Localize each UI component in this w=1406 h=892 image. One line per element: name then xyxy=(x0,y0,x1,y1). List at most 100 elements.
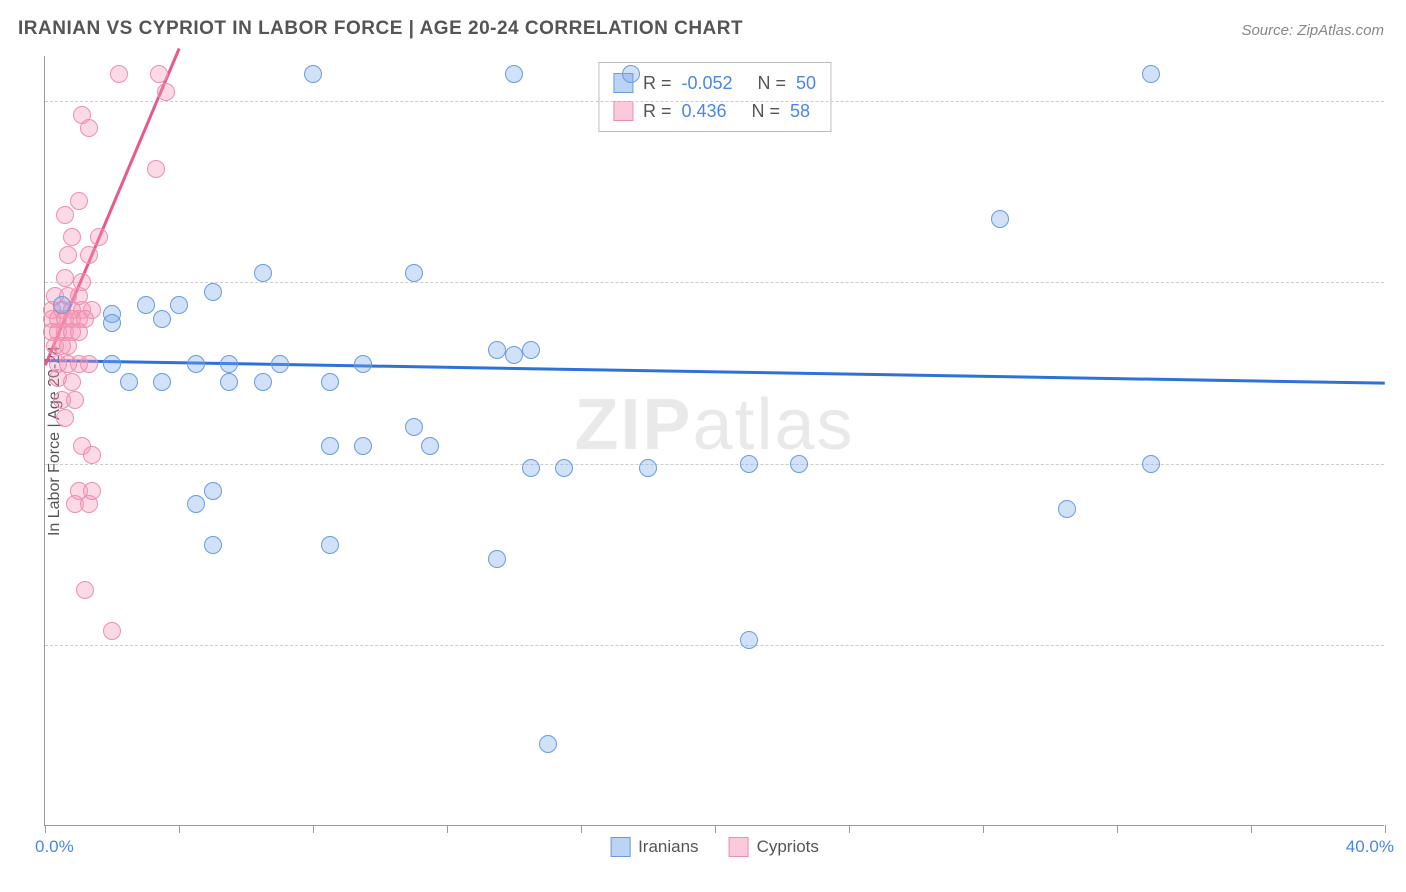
swatch-blue-icon xyxy=(610,837,630,857)
scatter-point-cypriot xyxy=(66,391,84,409)
gridline xyxy=(45,101,1384,102)
scatter-point-cypriot xyxy=(56,206,74,224)
scatter-point-iranian xyxy=(522,341,540,359)
bottom-legend: Iranians Cypriots xyxy=(610,837,819,857)
x-tick xyxy=(179,825,180,833)
x-tick xyxy=(715,825,716,833)
scatter-point-cypriot xyxy=(147,160,165,178)
x-tick xyxy=(1117,825,1118,833)
legend-item-cypriots: Cypriots xyxy=(729,837,819,857)
scatter-point-iranian xyxy=(740,631,758,649)
source-label: Source: ZipAtlas.com xyxy=(1241,22,1384,39)
scatter-point-cypriot xyxy=(63,373,81,391)
gridline xyxy=(45,282,1384,283)
scatter-point-iranian xyxy=(170,296,188,314)
x-tick xyxy=(45,825,46,833)
y-tick-label: 60.0% xyxy=(1394,454,1406,474)
x-tick xyxy=(581,825,582,833)
scatter-point-iranian xyxy=(204,536,222,554)
scatter-point-iranian xyxy=(271,355,289,373)
y-tick-label: 40.0% xyxy=(1394,635,1406,655)
scatter-point-iranian xyxy=(254,264,272,282)
scatter-point-iranian xyxy=(53,296,71,314)
x-tick xyxy=(983,825,984,833)
scatter-point-cypriot xyxy=(76,581,94,599)
scatter-point-iranian xyxy=(1142,65,1160,83)
scatter-point-cypriot xyxy=(83,446,101,464)
chart-title: IRANIAN VS CYPRIOT IN LABOR FORCE | AGE … xyxy=(18,18,743,40)
n-value-blue: 50 xyxy=(796,69,816,97)
scatter-point-cypriot xyxy=(90,228,108,246)
legend-label-iranians: Iranians xyxy=(638,837,698,857)
scatter-point-cypriot xyxy=(110,65,128,83)
scatter-point-cypriot xyxy=(63,228,81,246)
scatter-point-iranian xyxy=(1142,455,1160,473)
x-tick xyxy=(849,825,850,833)
y-tick-label: 100.0% xyxy=(1394,91,1406,111)
scatter-point-iranian xyxy=(354,355,372,373)
scatter-point-cypriot xyxy=(59,246,77,264)
r-value-blue: -0.052 xyxy=(681,69,732,97)
y-tick-label: 80.0% xyxy=(1394,272,1406,292)
scatter-point-cypriot xyxy=(150,65,168,83)
scatter-point-iranian xyxy=(220,355,238,373)
scatter-plot: In Labor Force | Age 20-24 ZIPatlas R = … xyxy=(44,56,1384,826)
watermark-zip: ZIP xyxy=(574,385,692,465)
scatter-point-iranian xyxy=(622,65,640,83)
scatter-point-cypriot xyxy=(59,337,77,355)
scatter-point-iranian xyxy=(254,373,272,391)
scatter-point-cypriot xyxy=(56,409,74,427)
scatter-point-iranian xyxy=(153,373,171,391)
scatter-point-iranian xyxy=(405,264,423,282)
scatter-point-cypriot xyxy=(56,269,74,287)
scatter-point-cypriot xyxy=(80,246,98,264)
scatter-point-cypriot xyxy=(80,495,98,513)
scatter-point-iranian xyxy=(187,355,205,373)
scatter-point-iranian xyxy=(1058,500,1076,518)
gridline xyxy=(45,645,1384,646)
scatter-point-iranian xyxy=(220,373,238,391)
scatter-point-cypriot xyxy=(157,83,175,101)
scatter-point-iranian xyxy=(790,455,808,473)
scatter-point-iranian xyxy=(421,437,439,455)
scatter-point-iranian xyxy=(405,418,423,436)
scatter-point-iranian xyxy=(321,536,339,554)
scatter-point-iranian xyxy=(505,65,523,83)
scatter-point-iranian xyxy=(137,296,155,314)
scatter-point-iranian xyxy=(120,373,138,391)
scatter-point-iranian xyxy=(354,437,372,455)
scatter-point-iranian xyxy=(539,735,557,753)
scatter-point-iranian xyxy=(639,459,657,477)
gridline xyxy=(45,464,1384,465)
scatter-point-iranian xyxy=(204,283,222,301)
scatter-point-iranian xyxy=(321,437,339,455)
corr-row-blue: R = -0.052 N = 50 xyxy=(613,69,816,97)
scatter-point-iranian xyxy=(204,482,222,500)
scatter-point-iranian xyxy=(488,550,506,568)
scatter-point-iranian xyxy=(321,373,339,391)
scatter-point-iranian xyxy=(187,495,205,513)
watermark: ZIPatlas xyxy=(574,384,854,466)
scatter-point-cypriot xyxy=(80,119,98,137)
scatter-point-cypriot xyxy=(70,192,88,210)
scatter-point-iranian xyxy=(991,210,1009,228)
x-tick xyxy=(313,825,314,833)
x-tick xyxy=(1385,825,1386,833)
legend-label-cypriots: Cypriots xyxy=(757,837,819,857)
r-label: R = xyxy=(643,69,672,97)
scatter-point-iranian xyxy=(522,459,540,477)
scatter-point-iranian xyxy=(153,310,171,328)
scatter-point-iranian xyxy=(740,455,758,473)
swatch-pink-icon xyxy=(729,837,749,857)
x-tick-label-max: 40.0% xyxy=(1346,837,1394,857)
scatter-point-cypriot xyxy=(103,622,121,640)
scatter-point-iranian xyxy=(555,459,573,477)
scatter-point-iranian xyxy=(304,65,322,83)
scatter-point-iranian xyxy=(488,341,506,359)
scatter-point-iranian xyxy=(505,346,523,364)
x-tick xyxy=(447,825,448,833)
legend-item-iranians: Iranians xyxy=(610,837,698,857)
x-tick-label-min: 0.0% xyxy=(35,837,74,857)
scatter-point-iranian xyxy=(103,355,121,373)
watermark-atlas: atlas xyxy=(692,385,854,465)
